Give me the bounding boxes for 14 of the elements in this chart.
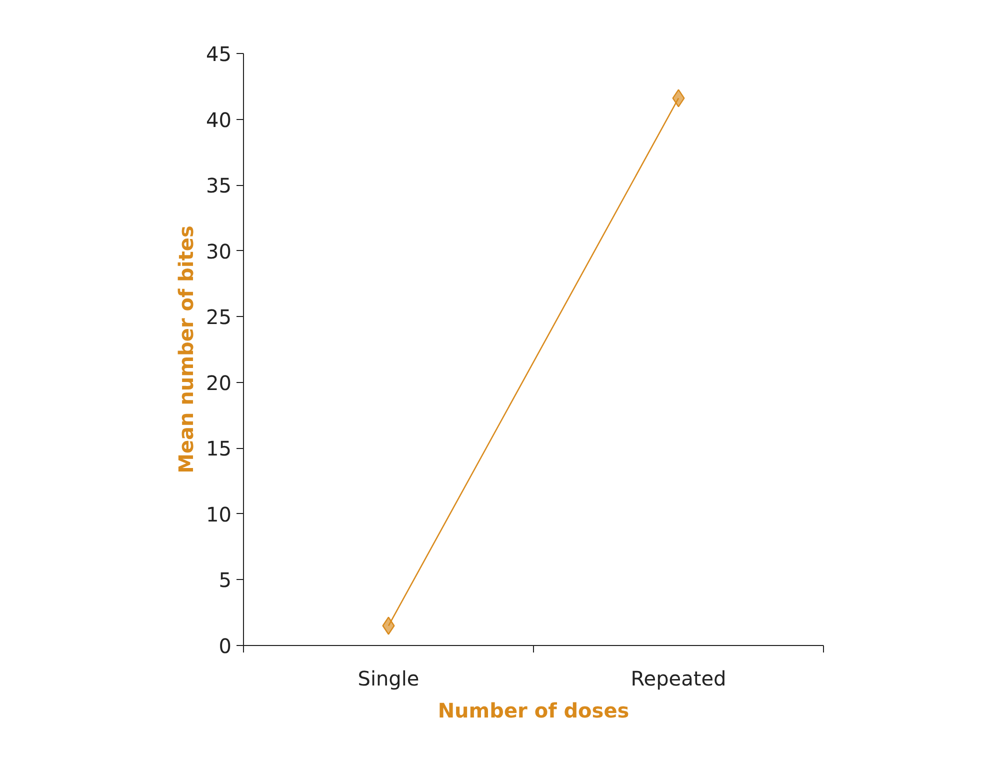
y-tick-label: 45 — [206, 42, 232, 66]
x-tick-label: Repeated — [630, 666, 726, 690]
y-tick-label: 10 — [206, 502, 232, 526]
y-tick-label: 40 — [206, 108, 232, 132]
y-tick-label: 15 — [206, 436, 232, 461]
y-tick-label: 20 — [206, 370, 232, 395]
y-tick-label: 35 — [206, 174, 232, 198]
y-tick-label: 25 — [206, 305, 232, 330]
y-tick-label: 30 — [206, 239, 232, 264]
y-axis-title: Mean number of bites — [174, 226, 198, 474]
y-tick-label: 5 — [218, 568, 232, 592]
x-tick-label: Single — [358, 666, 420, 690]
x-axis-title: Number of doses — [438, 698, 630, 722]
y-tick-label: 0 — [218, 634, 232, 658]
